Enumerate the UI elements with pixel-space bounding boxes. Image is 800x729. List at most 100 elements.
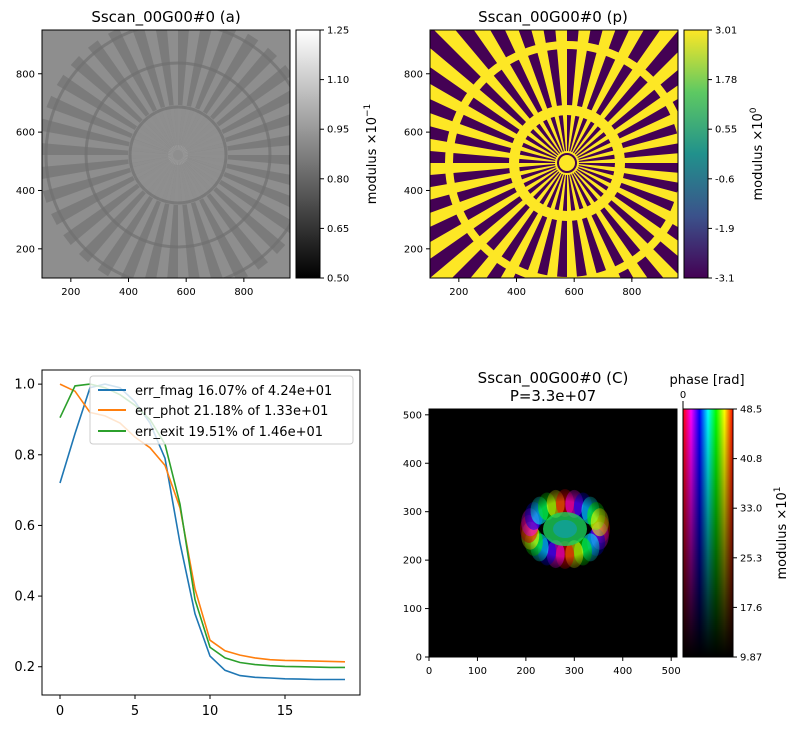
phase-spoke [430, 99, 515, 144]
probe-colorbar-tick-label: 9.87 [740, 653, 762, 664]
probe-colorbar-ticks: 9.87 17.6 25.3 33.0 40.8 48.5 [733, 405, 762, 664]
amplitude-inner-spoke [173, 159, 178, 205]
phase-inner-spoke [577, 167, 613, 184]
phase-colorbar [683, 29, 709, 279]
phase-spoke [621, 122, 678, 148]
probe-x-tick-label: 300 [565, 666, 584, 677]
amplitude-colorbar [295, 29, 321, 279]
probe-y-tick-label: 0 [416, 653, 422, 664]
phase-spoke [490, 30, 543, 113]
phase-inner-spoke [543, 119, 562, 153]
error-y-tick-label: 0.8 [14, 448, 35, 463]
probe-subtitle: P=3.3e+07 [510, 387, 596, 405]
phase-spoke [582, 217, 609, 278]
phase-inner-spoke [573, 121, 595, 154]
phase-spoke [586, 30, 630, 111]
phase-inner-spoke [525, 135, 558, 157]
phase-x-axis: 200 400 600 800 [449, 278, 641, 298]
amplitude-inner-spoke [131, 133, 174, 154]
amplitude-spoke [63, 160, 171, 245]
phase-inner-spoke [573, 172, 598, 203]
amplitude-x-tick-label: 800 [234, 287, 253, 298]
phase-x-tick-label: 600 [565, 287, 584, 298]
amplitude-image-pattern [42, 30, 290, 278]
amplitude-colorbar-tick-label: 0.65 [327, 224, 349, 235]
amplitude-inner-spoke [169, 105, 178, 151]
amplitude-y-tick-label: 600 [16, 128, 35, 139]
amplitude-spoke [187, 155, 290, 165]
phase-colorbar-tick-label: 1.78 [715, 75, 737, 86]
amplitude-inner-spoke [142, 158, 175, 194]
amplitude-inner-spoke [178, 159, 187, 205]
amplitude-spoke [179, 30, 212, 146]
probe-y-tick-label: 100 [403, 604, 422, 615]
phase-spoke [624, 163, 678, 173]
phase-spoke [623, 173, 678, 193]
phase-spoke [591, 213, 634, 278]
amplitude-spoke [56, 74, 170, 150]
error-x-tick-label: 0 [56, 704, 64, 719]
amplitude-inner-spoke [181, 158, 217, 191]
amplitude-spoke [186, 90, 290, 151]
phase-spoke [611, 69, 678, 130]
amplitude-spoke [184, 47, 277, 148]
amplitude-spoke [42, 118, 169, 154]
amplitude-inner-spoke [180, 158, 211, 196]
phase-inner-spoke [568, 174, 576, 211]
amplitude-inner-spoke [182, 155, 228, 168]
legend-label-phot: err_phot 21.18% of 1.33e+01 [135, 404, 328, 419]
phase-y-tick-label: 600 [404, 128, 423, 139]
phase-inner-spoke [527, 169, 558, 194]
amplitude-spoke [42, 157, 169, 203]
amplitude-spoke [178, 164, 200, 278]
error-y-tick-label: 0.4 [14, 590, 35, 605]
amplitude-inner-spoke [165, 159, 178, 205]
phase-spoke [430, 178, 513, 213]
amplitude-inner-spoke [128, 155, 174, 164]
phase-inner-spoke [575, 170, 604, 197]
amplitude-y-axis: 200 400 600 800 [16, 69, 42, 255]
amplitude-inner-spoke [129, 156, 174, 173]
legend-label-exit: err_exit 19.51% of 1.46e+01 [135, 425, 323, 440]
amplitude-inner-spoke [128, 142, 174, 155]
phase-inner-spoke [577, 139, 611, 158]
amplitude-inner-spoke [181, 122, 219, 153]
probe-colorbar-tick-label: 25.3 [740, 553, 762, 564]
phase-inner-spoke [578, 165, 615, 176]
amplitude-inner-spoke [128, 150, 174, 155]
error-y-tick-label: 0.2 [14, 660, 35, 675]
amplitude-colorbar-label: modulus ×10−1 [363, 104, 380, 205]
amplitude-ring [84, 61, 272, 249]
amplitude-spoke [187, 135, 290, 155]
amplitude-title: Sscan_00G00#0 (a) [91, 8, 240, 27]
phase-image-frame [429, 29, 679, 279]
error-y-tick-label: 1.0 [14, 378, 35, 393]
amplitude-spoke [185, 65, 290, 150]
amplitude-spoke [42, 143, 169, 155]
phase-colorbar-tick-label: 3.01 [715, 26, 737, 37]
phase-ring [511, 107, 623, 219]
probe-x-axis: 0 100 200 300 400 500 [426, 657, 681, 677]
phase-inner-spoke [578, 163, 615, 168]
phase-image-pattern [430, 30, 678, 278]
probe-colorbar-tick-label: 48.5 [740, 405, 762, 416]
phase-spoke [556, 220, 567, 278]
amplitude-inner-spoke [180, 111, 207, 151]
error-x-tick-label: 10 [202, 704, 219, 719]
amplitude-x-tick-label: 600 [177, 287, 196, 298]
probe-spot [509, 483, 621, 575]
amplitude-spoke [145, 164, 177, 278]
amplitude-spoke [88, 40, 173, 148]
phase-inner-spoke [576, 132, 607, 157]
probe-colorbar-top-tick: 0 [680, 390, 686, 401]
phase-colorbar-ticks: -3.1 -1.9 -0.6 0.55 1.78 3.01 [708, 26, 737, 285]
amplitude-inner-spoke [160, 106, 177, 151]
amplitude-inner-spoke [182, 130, 224, 153]
phase-colorbar-tick-label: -0.6 [715, 174, 735, 185]
phase-spoke [452, 204, 530, 278]
amplitude-inner-spoke [182, 155, 228, 160]
legend-label-fmag: err_fmag 16.07% of 4.24e+01 [135, 384, 332, 399]
phase-spoke [624, 143, 678, 158]
amplitude-inner-spoke [137, 157, 175, 188]
amplitude-spoke [182, 163, 248, 278]
